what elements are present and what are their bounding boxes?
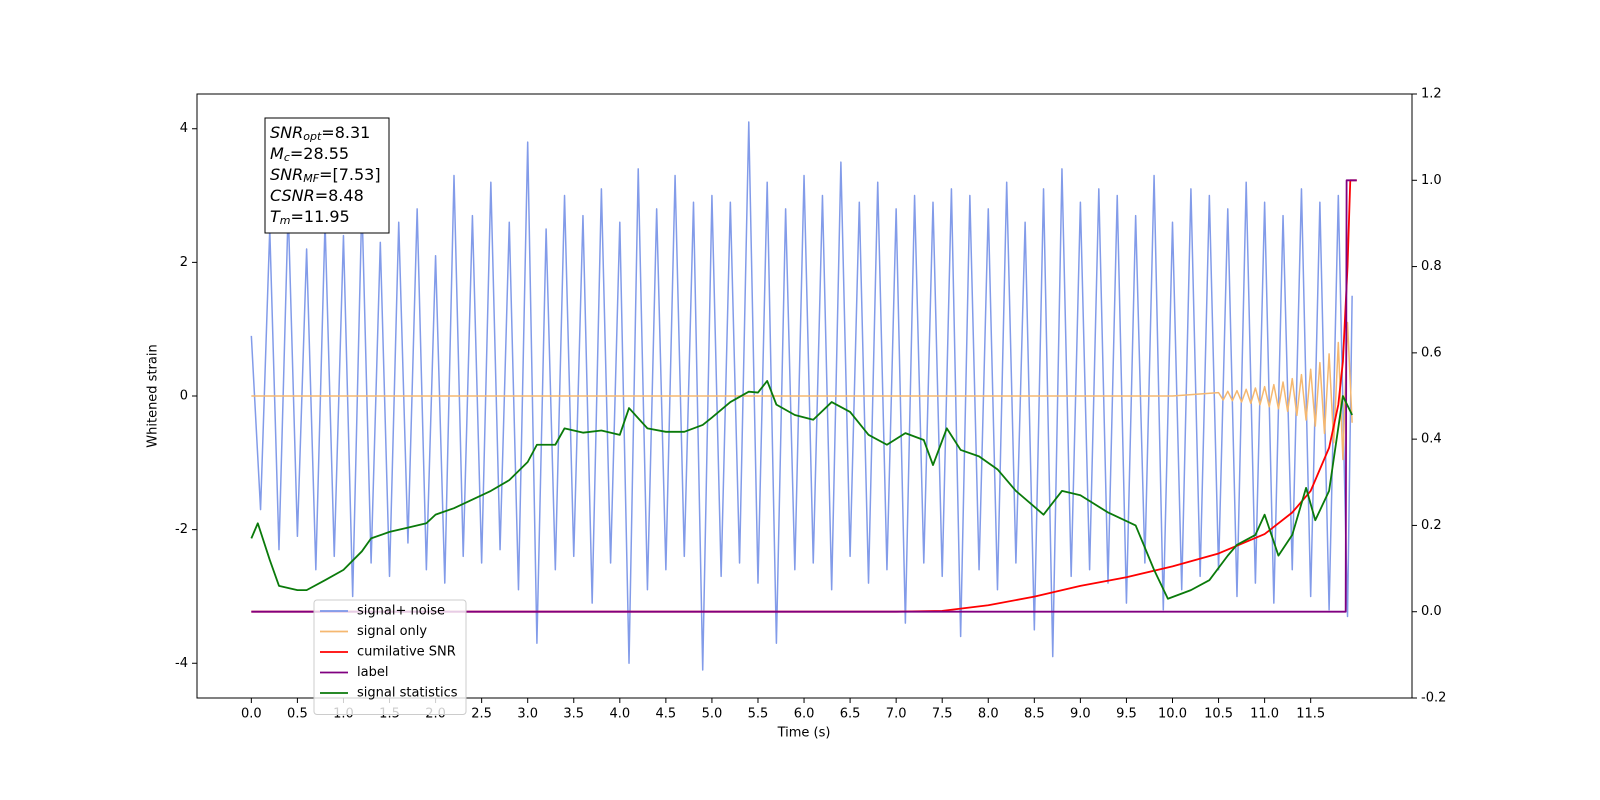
y-tick-label: -4 (175, 656, 188, 671)
legend-label: cumilative SNR (357, 645, 456, 660)
series-line (251, 321, 1353, 461)
x-tick-label: 11.0 (1250, 707, 1279, 722)
legend-label: signal only (357, 624, 427, 639)
annotation-name: SNR (270, 165, 303, 184)
x-axis-label: Time (s) (777, 726, 831, 741)
x-tick-label: 9.5 (1116, 707, 1137, 722)
y2-tick-label: 0.0 (1421, 604, 1442, 619)
x-tick-label: 3.5 (563, 707, 584, 722)
annotation-text: =28.55 (290, 144, 349, 163)
x-tick-label: 3.0 (517, 707, 538, 722)
annotation-name: CSNR (270, 186, 315, 205)
annotation-text: =11.95 (291, 207, 350, 226)
legend-label: signal+ noise (357, 604, 445, 619)
annotation-text: =8.48 (315, 186, 364, 205)
legend: signal+ noise signal only cumilative SNR la… (313, 599, 467, 715)
annotation-line: Mc=28.55 (270, 144, 349, 165)
x-tick-label: 5.0 (702, 707, 723, 722)
y-tick-label: 2 (180, 255, 188, 270)
y2-tick-label: 0.8 (1421, 259, 1442, 274)
x-tick-label: 10.5 (1204, 707, 1233, 722)
y-tick-label: -2 (175, 522, 188, 537)
annotation-sub: MF (303, 172, 319, 185)
series-line (250, 380, 1353, 600)
plot-area (250, 121, 1357, 671)
series-line (250, 121, 1353, 671)
annotation-box: SNRopt=8.31Mc=28.55SNRMF=[7.53]CSNR=8.48… (264, 117, 390, 234)
annotation-text: =8.31 (321, 123, 370, 142)
annotation-sub: m (280, 214, 291, 227)
series-line (251, 179, 1357, 613)
annotation-name: T (270, 207, 281, 226)
legend-label: label (357, 665, 388, 680)
legend-frame (313, 599, 467, 715)
y2-tick-label: 1.0 (1421, 173, 1442, 188)
y2-tick-label: 1.2 (1421, 87, 1442, 102)
y2-tick-label: 0.4 (1421, 432, 1442, 447)
annotation-name: SNR (270, 123, 303, 142)
y-tick-label: 0 (180, 389, 188, 404)
x-tick-label: 5.5 (748, 707, 769, 722)
x-tick-label: 7.0 (886, 707, 907, 722)
x-tick-label: 6.5 (840, 707, 861, 722)
annotation-frame (264, 117, 390, 234)
x-tick-label: 4.0 (609, 707, 630, 722)
x-tick-label: 7.5 (932, 707, 953, 722)
annotation-line: SNRopt=8.31 (270, 123, 370, 144)
x-tick-label: 2.5 (471, 707, 492, 722)
annotation-text: =[7.53] (319, 165, 381, 184)
annotation-line: Tm=11.95 (270, 207, 350, 228)
x-tick-label: 0.5 (287, 707, 308, 722)
series-line (251, 179, 1357, 613)
annotation-sub: opt (303, 130, 322, 143)
legend-label: signal statistics (357, 686, 458, 701)
annotation-name: M (270, 144, 284, 163)
annotation-line: SNRMF=[7.53] (270, 165, 381, 186)
x-tick-label: 8.5 (1024, 707, 1045, 722)
y2-tick-label: 0.6 (1421, 345, 1442, 360)
x-tick-label: 0.0 (241, 707, 262, 722)
x-tick-label: 4.5 (656, 707, 677, 722)
y-axis-label: Whitened strain (146, 344, 161, 447)
annotation-sub: c (284, 151, 290, 164)
y2-tick-label: -0.2 (1421, 691, 1446, 706)
y2-tick-label: 0.2 (1421, 518, 1442, 533)
x-tick-label: 11.5 (1296, 707, 1325, 722)
x-tick-label: 8.0 (978, 707, 999, 722)
annotation-line: CSNR=8.48 (270, 186, 364, 205)
x-tick-label: 10.0 (1158, 707, 1187, 722)
x-tick-label: 6.0 (794, 707, 815, 722)
x-tick-label: 9.0 (1070, 707, 1091, 722)
y-tick-label: 4 (180, 121, 188, 136)
